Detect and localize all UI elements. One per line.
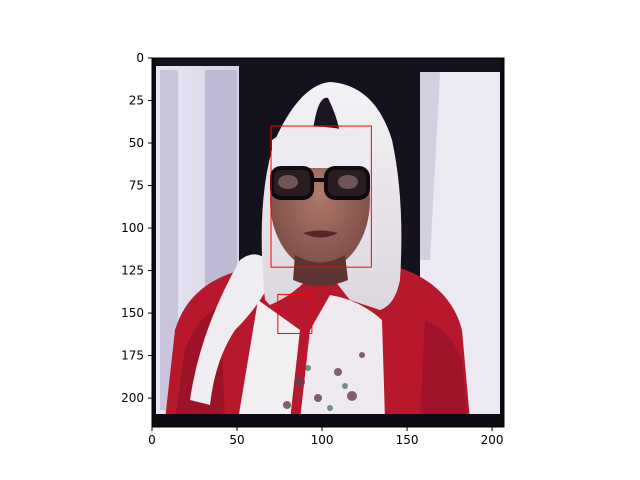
y-tick-label: 150 bbox=[121, 306, 144, 320]
x-axis: 0 50 100 150 200 bbox=[148, 427, 504, 447]
photo bbox=[152, 58, 504, 427]
annotation-layer bbox=[270, 125, 372, 334]
neck-box bbox=[277, 293, 313, 334]
x-tick-label: 50 bbox=[229, 433, 244, 447]
y-tick-label: 200 bbox=[121, 391, 144, 405]
face-box bbox=[270, 125, 372, 268]
y-tick-label: 125 bbox=[121, 264, 144, 278]
x-tick-label: 200 bbox=[481, 433, 504, 447]
axes-frame bbox=[151, 57, 505, 428]
y-tick-label: 0 bbox=[136, 51, 144, 65]
x-tick-label: 0 bbox=[148, 433, 156, 447]
y-tick-label: 25 bbox=[129, 94, 144, 108]
y-tick-label: 75 bbox=[129, 179, 144, 193]
y-tick-label: 100 bbox=[121, 221, 144, 235]
x-tick-label: 100 bbox=[311, 433, 334, 447]
y-tick-label: 50 bbox=[129, 136, 144, 150]
y-axis: 0 25 50 75 100 125 150 175 200 bbox=[121, 51, 152, 405]
x-tick-label: 150 bbox=[396, 433, 419, 447]
y-tick-label: 175 bbox=[121, 349, 144, 363]
